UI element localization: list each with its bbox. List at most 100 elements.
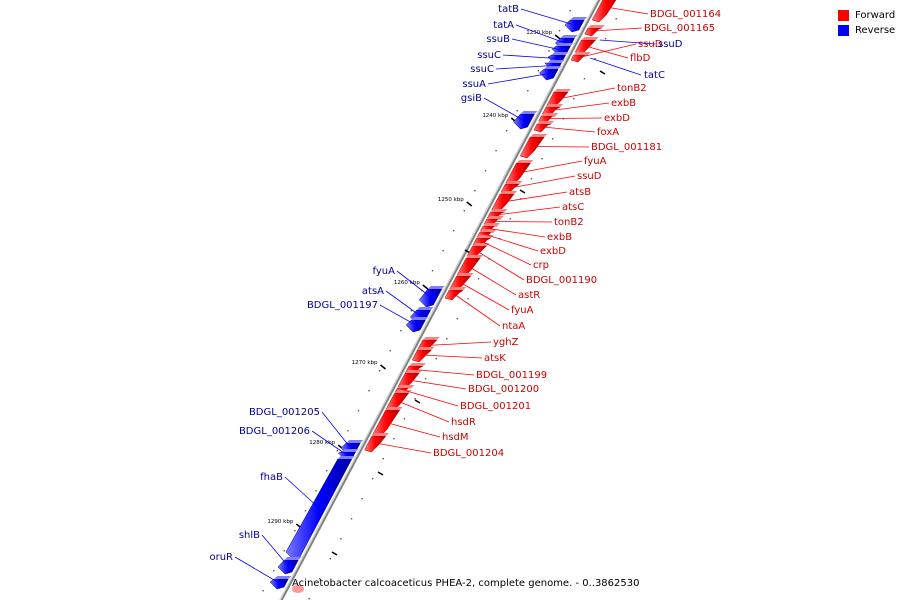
gene-feature [285,458,353,560]
gene-label: BDGL_001199 [476,370,547,381]
gene-feature-face [556,43,574,46]
gene-label: fyuA [511,305,534,316]
tick-label: 1280 kbp [309,440,335,446]
gene-feature-face [570,17,588,20]
gene-leader-line [375,442,432,454]
gene-label: fhaB [260,472,283,483]
gene-leader-line [311,430,348,456]
gene-label: ssuB [486,34,510,45]
gene-leader-line [386,422,441,438]
feature-mark [414,399,421,404]
gene-feature [533,123,552,133]
tick-label: 1250 kbp [438,197,464,203]
gene-label: fyuA [584,156,607,167]
minor-tick [569,10,571,12]
minor-tick [283,550,286,552]
minor-tick [262,590,264,592]
gene-feature-face [505,181,523,184]
minor-tick [340,538,342,540]
minor-tick [474,190,476,192]
gene-label: BDGL_001197 [307,300,378,311]
gene-feature [574,39,597,55]
gene-leader-line [453,293,501,327]
gene-feature-face [274,576,292,579]
tick-label: 1270 kbp [352,360,378,366]
gene-leader-line [495,65,554,70]
minor-tick [435,358,437,360]
gene-feature-face [516,160,534,163]
gene-feature [411,349,433,363]
gene-label: exbD [540,246,566,257]
gene-label: tonB2 [617,83,647,94]
tick-label: 1240 kbp [482,113,508,119]
gene-label: tatA [493,20,514,31]
gene-feature-face [456,273,474,276]
minor-tick [505,130,508,132]
gene-label: BDGL_001164 [650,9,721,20]
gene-feature-face [341,449,359,452]
minor-tick [541,158,543,160]
gene-leader-line [488,228,546,238]
gene-feature-face [284,557,302,560]
gene-feature-face [385,407,403,410]
gene-leader-line [476,250,525,281]
legend-item-reverse: Reverse [838,23,895,38]
genome-axis [279,0,601,600]
minor-tick [583,78,586,80]
gene-leader-line [547,117,603,119]
gene-leader-line [485,234,539,252]
minor-tick [537,70,540,72]
gene-label: gsiB [461,93,482,104]
gene-label: ssuC [477,50,501,61]
gene-feature-face [472,243,490,246]
minor-tick [336,450,338,452]
minor-tick [294,530,296,532]
gene-label: BDGL_001165 [644,23,715,34]
gene-label: exbD [604,113,630,124]
minor-tick [615,18,617,20]
gene-leader-line [284,476,320,509]
gene-feature-face [554,89,572,92]
feature-mark [331,551,338,556]
genome-caption: Acinetobacter calcoaceticus PHEA-2, comp… [292,578,640,589]
tick-label: 1230 kbp [526,30,552,36]
gene-label: atsA [362,286,384,297]
gene-feature-face [371,433,389,436]
legend-label-forward: Forward [855,10,896,21]
gene-label: BDGL_001200 [468,384,539,395]
gene-label: BDGL_001190 [526,275,597,286]
gene-leader-line [590,57,642,76]
minor-tick [414,398,416,400]
gene-feature-face [466,255,484,258]
gene-leader-line [605,6,649,15]
feature-mark [599,70,606,75]
gene-leader-line [379,304,416,326]
gene-leader-line [551,102,610,111]
gene-feature-face [337,456,355,459]
minor-tick [403,418,406,420]
gene-label: atsK [484,353,506,364]
minor-tick [573,98,575,100]
minor-tick [530,178,533,180]
gene-leader-line [426,341,492,346]
gene-feature-face [546,104,564,107]
gene-label: astR [518,290,540,301]
genome-axis-highlight [279,0,599,600]
minor-tick [516,110,518,112]
gene-feature-partial [292,585,304,593]
gene-leader-line [261,534,289,567]
minor-tick [410,310,413,312]
legend-label-reverse: Reverse [855,25,896,36]
gene-feature-face [411,317,429,320]
gene-feature-face [422,337,440,340]
minor-tick [495,150,497,152]
gene-label: oruR [209,552,233,563]
gene-leader-line [520,8,575,26]
minor-tick [368,390,370,392]
minor-tick [453,230,455,232]
feature-mark [519,189,526,194]
gene-feature-face [409,363,427,366]
gene-leader-line [502,191,568,203]
gene-feature-face [486,216,504,219]
minor-tick [389,350,391,352]
